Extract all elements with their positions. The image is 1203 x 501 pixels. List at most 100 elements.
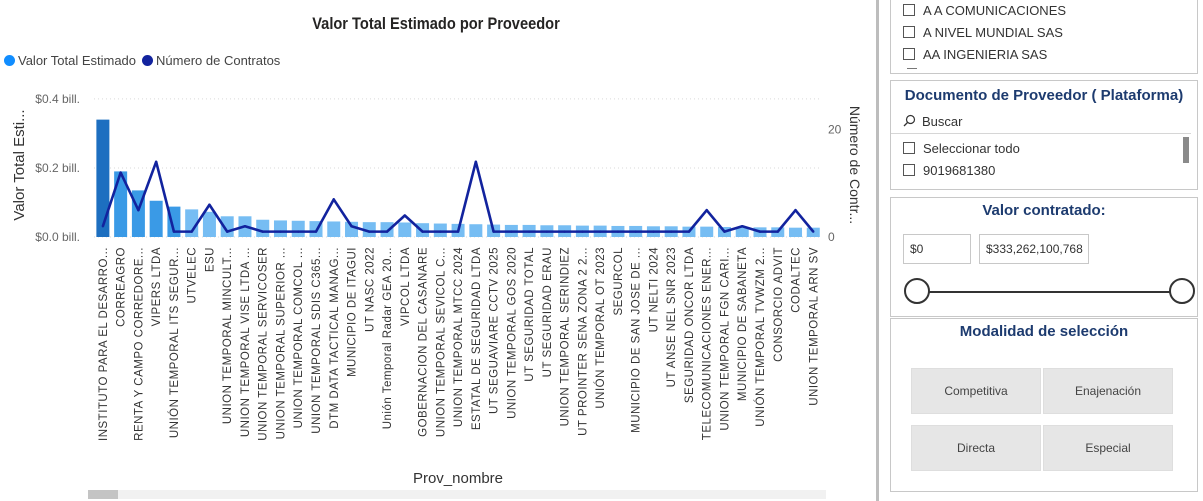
valor-slicer-title: Valor contratado: <box>982 202 1106 219</box>
tile-especial[interactable]: Especial <box>1043 425 1173 471</box>
tile-enajenacion[interactable]: Enajenación <box>1043 368 1173 414</box>
x-tick-label: UT ANSE NEL SNR 2023 <box>666 247 678 387</box>
bar[interactable] <box>291 220 305 237</box>
tile-directa[interactable]: Directa <box>911 425 1041 471</box>
bar[interactable] <box>469 224 483 237</box>
slicer-item-label: A A COMUNICACIONES <box>923 2 1067 18</box>
line-point <box>154 160 158 164</box>
bar[interactable] <box>380 222 394 237</box>
line-point <box>616 230 620 233</box>
bar[interactable] <box>345 221 359 237</box>
checkbox-icon[interactable] <box>903 48 915 60</box>
line-point <box>581 230 584 233</box>
valor-slicer[interactable]: Valor contratado: $0 $333,262,100,768 <box>890 197 1198 317</box>
modalidad-slicer-title: Modalidad de selección <box>959 323 1129 340</box>
checkbox-icon[interactable] <box>903 142 915 154</box>
bar[interactable] <box>398 222 412 238</box>
bar[interactable] <box>149 200 163 237</box>
y2-tick-label: 20 <box>828 123 842 137</box>
line-point <box>492 230 495 233</box>
range-slider-min-handle[interactable] <box>904 278 930 304</box>
bar[interactable] <box>256 219 270 237</box>
bar[interactable] <box>362 222 376 237</box>
slicer-item-label: 9019681380 <box>923 162 996 178</box>
checkbox-icon[interactable] <box>903 4 915 16</box>
line-point <box>598 230 602 233</box>
x-tick-label: UNION TEMPORAL FGN CARI... <box>719 247 731 431</box>
bar[interactable] <box>114 171 128 237</box>
range-slider-track[interactable] <box>917 291 1173 293</box>
line-point <box>243 225 247 228</box>
line-point <box>705 208 708 212</box>
tile-competitiva[interactable]: Competitiva <box>911 368 1041 414</box>
modalidad-slicer[interactable]: Modalidad de selección Competitiva Enaje… <box>890 318 1198 492</box>
line-point <box>474 160 478 164</box>
line-point <box>226 230 229 233</box>
checkbox-icon[interactable] <box>903 164 915 176</box>
x-tick-label: GOBERNACION DEL CASANARE <box>418 247 430 437</box>
chart-legend[interactable]: Valor Total Estimado Número de Contratos <box>4 53 282 68</box>
bar[interactable] <box>96 119 110 237</box>
bar[interactable] <box>273 220 287 237</box>
y-tick-label: $0.2 bill. <box>35 161 80 175</box>
x-tick-label: UT PROINTER SENA ZONA 2 2... <box>577 247 589 436</box>
slicer-item[interactable]: A NIVEL MUNDIAL SAS <box>891 21 1197 43</box>
slicer-item-label: Seleccionar todo <box>923 140 1020 156</box>
line-point <box>776 230 779 233</box>
legend-item-valor[interactable]: Valor Total Estimado <box>4 53 136 68</box>
x-tick-label: DTM DATA TACTICAL MANAG... <box>329 247 341 429</box>
slicer-item[interactable]: 9019681380 <box>891 159 1197 181</box>
x-tick-label: UNION TEMPORAL GOS 2020 <box>506 247 518 419</box>
search-input[interactable]: Buscar <box>891 110 1191 134</box>
slicer-item[interactable]: AA INGENIERIA SAS <box>891 43 1197 65</box>
checkbox-icon[interactable] <box>903 26 915 38</box>
line-point <box>279 230 282 233</box>
line-point <box>350 225 353 228</box>
y-axis-title: Valor Total Esti... <box>11 109 28 220</box>
range-slider-max-handle[interactable] <box>1169 278 1195 304</box>
line-point <box>670 230 673 233</box>
line-point <box>723 230 726 233</box>
horizontal-scroll-track[interactable] <box>88 490 826 499</box>
bar[interactable] <box>700 226 714 237</box>
line-point <box>385 230 389 233</box>
y2-axis-title: Número de Contr... <box>847 106 863 224</box>
bar[interactable] <box>789 227 803 237</box>
bar[interactable] <box>185 209 199 237</box>
horizontal-scroll-thumb[interactable] <box>88 490 118 499</box>
search-placeholder: Buscar <box>922 114 963 129</box>
x-tick-label: UNION TEMPORAL ARN SV <box>808 247 820 406</box>
y-tick-label: $0.4 bill. <box>35 92 80 106</box>
search-icon <box>903 114 916 130</box>
bar[interactable] <box>735 226 749 237</box>
legend-item-contratos[interactable]: Número de Contratos <box>142 53 280 68</box>
line-point <box>137 208 140 212</box>
x-tick-label: ESU <box>204 247 216 272</box>
line-point <box>421 230 424 233</box>
min-value-input[interactable]: $0 <box>903 234 971 264</box>
vertical-scrollbar[interactable] <box>1183 137 1189 163</box>
chart-title: Valor Total Estimado por Proveedor <box>312 14 560 33</box>
select-all-item[interactable]: Seleccionar todo <box>891 137 1197 159</box>
x-tick-label: MUNICIPIO DE SAN JOSE DE ... <box>631 247 643 433</box>
proveedor-slicer[interactable]: A A COMUNICACIONES A NIVEL MUNDIAL SAS A… <box>890 0 1198 74</box>
bar[interactable] <box>202 211 216 237</box>
x-tick-label: VIPERS LTDA <box>151 247 163 326</box>
bar[interactable] <box>433 223 447 237</box>
line-point <box>687 230 691 233</box>
x-tick-label: CODALTEC <box>791 247 803 313</box>
x-tick-label: UNION TEMPORAL MTCC 2024 <box>453 247 465 427</box>
line-point <box>172 230 176 233</box>
slicer-item[interactable]: A A COMUNICACIONES <box>891 0 1197 21</box>
max-value-input[interactable]: $333,262,100,768 <box>979 234 1089 264</box>
x-tick-label: UNION TEMPORAL SERINDIEZ <box>560 247 572 426</box>
bar[interactable] <box>327 221 341 237</box>
line-point <box>261 230 264 233</box>
y2-tick-label: 0 <box>828 230 835 244</box>
legend-label-contratos: Número de Contratos <box>156 53 281 68</box>
line-point <box>439 230 442 233</box>
x-tick-label: CORREAGRO <box>116 247 128 327</box>
documento-slicer[interactable]: Documento de Proveedor ( Plataforma) Bus… <box>890 80 1198 190</box>
chart-visual[interactable]: Valor Total Estimado por Proveedor Valor… <box>0 0 872 501</box>
